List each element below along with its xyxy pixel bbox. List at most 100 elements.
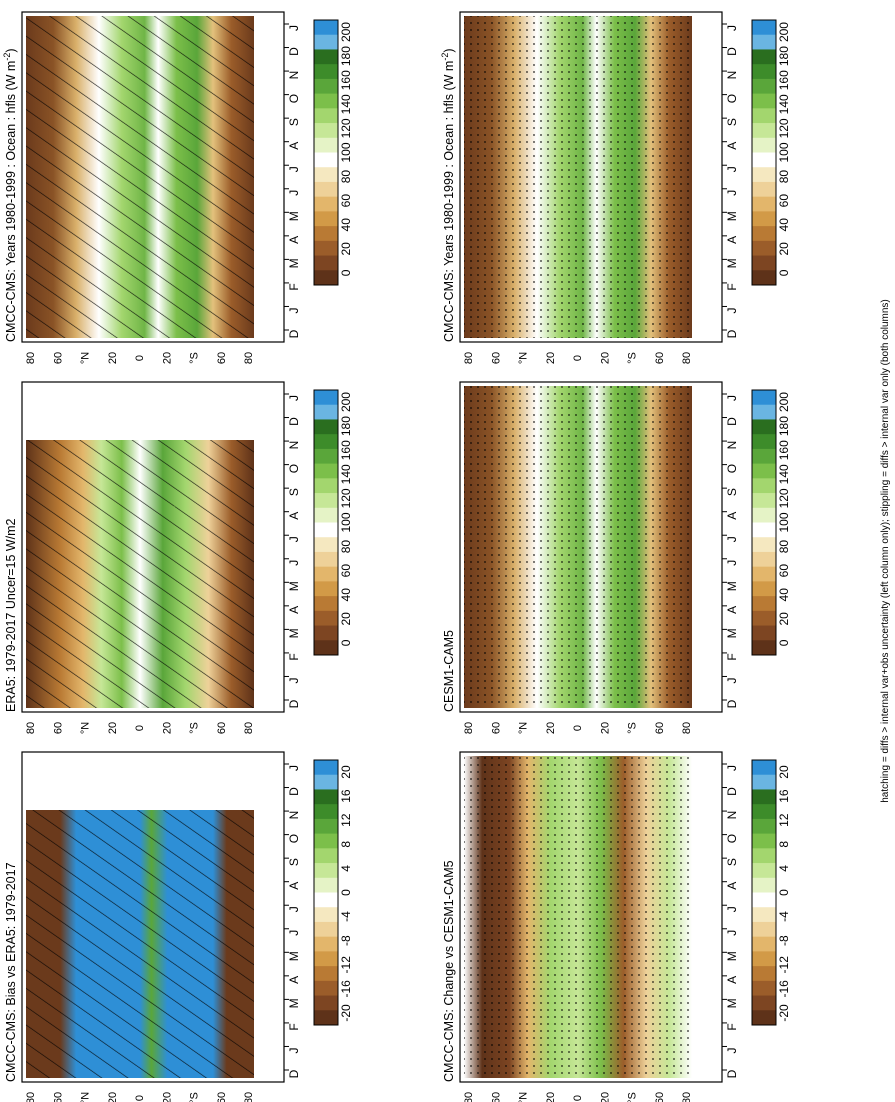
- colorbar-swatch: [314, 64, 338, 80]
- colorbar-swatch: [752, 921, 776, 938]
- month-label: J: [287, 536, 301, 542]
- latitude-label: °S: [189, 1092, 201, 1102]
- month-label: O: [287, 834, 301, 843]
- latitude-label: 20: [599, 352, 611, 364]
- colorbar-swatch: [752, 789, 776, 805]
- colorbar-swatch: [314, 167, 338, 183]
- colorbar-swatch: [314, 537, 338, 553]
- colorbar-tick-label: 100: [777, 512, 791, 532]
- colorbar-swatch: [752, 951, 776, 967]
- colorbar-tick-label: -4: [339, 911, 353, 922]
- colorbar-swatch: [752, 877, 776, 893]
- colorbar-swatch: [752, 93, 776, 109]
- colorbar-tick-label: 80: [339, 170, 353, 184]
- colorbar-swatch: [314, 270, 338, 286]
- colorbar-tick-label: 200: [339, 392, 353, 412]
- colorbar-swatch: [314, 448, 338, 465]
- latitude-label: °S: [627, 722, 639, 734]
- latitude-label: 80: [243, 1092, 255, 1102]
- colorbar-tick-label: 0: [777, 889, 791, 896]
- colorbar-tick-label: -4: [777, 911, 791, 922]
- title-end: ): [4, 48, 18, 52]
- month-label: A: [287, 606, 301, 614]
- colorbar-swatch: [752, 78, 776, 95]
- month-label: S: [725, 118, 739, 126]
- panel-title: CMCC-CMS: Years 1980-1999 : Ocean : hfls…: [2, 48, 18, 342]
- month-label: D: [287, 1069, 301, 1078]
- latitude-label: 60: [654, 352, 666, 364]
- colorbar-tick-label: 60: [777, 564, 791, 578]
- month-label: M: [725, 581, 739, 591]
- colorbar-swatch: [752, 863, 776, 879]
- colorbar-swatch: [314, 152, 338, 168]
- colorbar-tick-label: 100: [777, 142, 791, 162]
- colorbar-swatch: [314, 936, 338, 952]
- colorbar-swatch: [752, 64, 776, 80]
- month-label: M: [725, 951, 739, 961]
- colorbar-tick-label: 20: [339, 765, 353, 779]
- latitude-label: 60: [52, 722, 64, 734]
- month-label: J: [725, 536, 739, 542]
- latitude-label: 80: [243, 352, 255, 364]
- colorbar-swatch: [752, 390, 776, 406]
- colorbar-swatch: [752, 625, 776, 641]
- month-label: M: [287, 628, 301, 638]
- month-label: S: [287, 488, 301, 496]
- colorbar-swatch: [752, 270, 776, 286]
- latitude-label: °N: [518, 722, 530, 734]
- latitude-label: 80: [463, 352, 475, 364]
- month-label: J: [725, 677, 739, 683]
- colorbar-swatch: [314, 108, 338, 124]
- colorbar-swatch: [752, 434, 776, 450]
- month-label: O: [725, 464, 739, 473]
- colorbar-tick-label: 20: [777, 242, 791, 256]
- month-label: N: [287, 441, 301, 450]
- colorbar-tick-label: -8: [339, 935, 353, 946]
- colorbar-tick-label: 180: [339, 416, 353, 436]
- panel-title: CMCC-CMS: Years 1980-1999 : Ocean : hfls…: [440, 48, 456, 342]
- month-label: D: [725, 1069, 739, 1078]
- colorbar-tick-label: 200: [777, 22, 791, 42]
- month-label: A: [725, 976, 739, 984]
- hatching-overlay: [26, 16, 254, 338]
- colorbar-swatch: [314, 463, 338, 479]
- colorbar-swatch: [752, 596, 776, 612]
- colorbar-swatch: [314, 625, 338, 641]
- colorbar-swatch: [752, 226, 776, 242]
- colorbar-swatch: [752, 537, 776, 553]
- month-label: J: [287, 677, 301, 683]
- latitude-label: 0: [572, 355, 584, 361]
- month-label: J: [725, 25, 739, 31]
- colorbar-swatch: [314, 892, 338, 908]
- colorbar-tick-label: -20: [777, 1004, 791, 1022]
- month-label: J: [287, 560, 301, 566]
- colorbar-tick-label: -8: [777, 935, 791, 946]
- month-label: A: [287, 236, 301, 244]
- month-label: D: [287, 329, 301, 338]
- month-label: N: [725, 441, 739, 450]
- colorbar-swatch: [752, 1010, 776, 1026]
- latitude-label: °S: [189, 722, 201, 734]
- month-label: O: [287, 464, 301, 473]
- latitude-label: 0: [134, 1095, 146, 1101]
- colorbar-tick-label: 20: [777, 765, 791, 779]
- latitude-label: 0: [134, 725, 146, 731]
- latitude-label: 20: [599, 722, 611, 734]
- colorbar-tick-label: 12: [339, 813, 353, 827]
- month-label: J: [287, 1047, 301, 1053]
- latitude-label: 60: [490, 1092, 502, 1102]
- month-label: M: [725, 258, 739, 268]
- colorbar-swatch: [314, 478, 338, 494]
- colorbar-swatch: [752, 507, 776, 523]
- latitude-label: 60: [654, 1092, 666, 1102]
- colorbar-frame: [313, 389, 339, 656]
- colorbar-tick-label: 8: [339, 841, 353, 848]
- colorbar-tick-label: 40: [339, 588, 353, 602]
- colorbar-swatch: [314, 760, 338, 776]
- colorbar-swatch: [752, 404, 776, 420]
- panel-title: CMCC-CMS: Change vs CESM1-CAM5: [442, 860, 456, 1082]
- latitude-label: 20: [107, 722, 119, 734]
- latitude-label: 80: [25, 722, 37, 734]
- colorbar-swatch: [752, 818, 776, 835]
- colorbar-swatch: [752, 936, 776, 952]
